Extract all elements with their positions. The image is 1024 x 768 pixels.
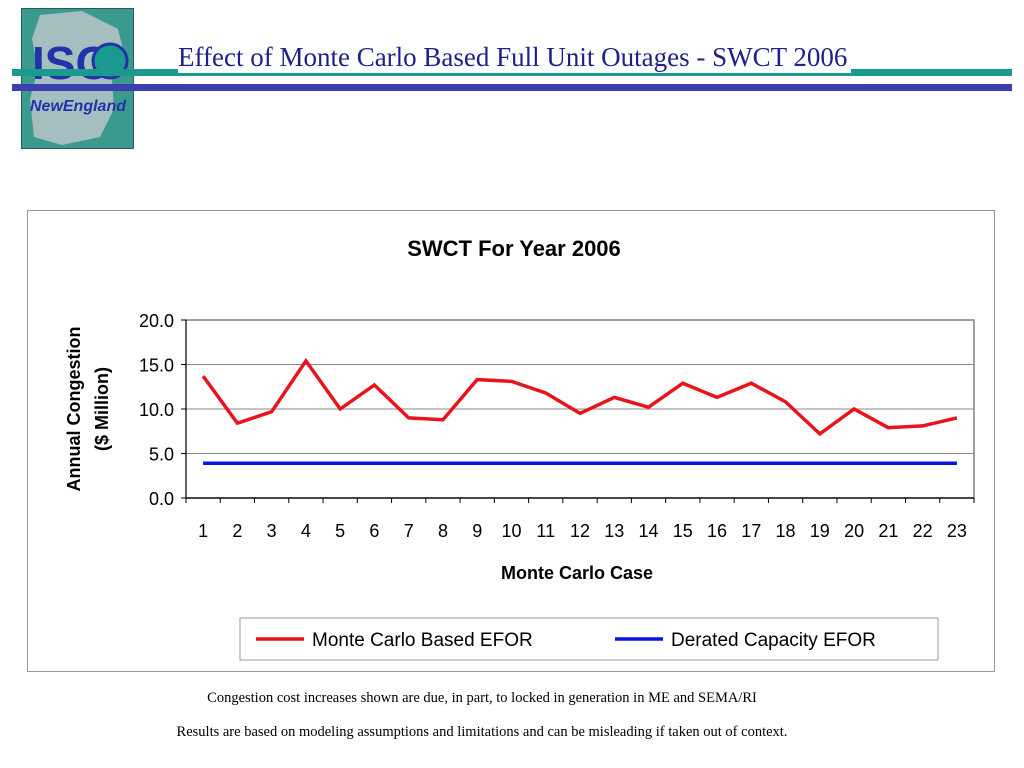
- x-axis-label: Monte Carlo Case: [501, 563, 653, 583]
- x-tick-label: 14: [639, 521, 659, 541]
- y-tick-label: 5.0: [149, 445, 174, 465]
- x-tick-label: 11: [536, 521, 555, 541]
- x-tick-label: 2: [232, 521, 242, 541]
- logo-text-newengland: NewEngland: [30, 98, 127, 115]
- x-tick-label: 23: [947, 521, 967, 541]
- y-tick-label: 0.0: [149, 489, 174, 509]
- chart-frame: SWCT For Year 2006 Annual Congestion ($ …: [27, 210, 995, 672]
- y-axis-label-line1: Annual Congestion: [64, 327, 84, 492]
- x-tick-label: 21: [878, 521, 898, 541]
- note-disclaimer: Results are based on modeling assumption…: [176, 724, 788, 740]
- legend-label: Derated Capacity EFOR: [671, 630, 876, 651]
- x-tick-label: 5: [335, 521, 345, 541]
- header-blue-bar: [12, 84, 1012, 91]
- x-tick-label: 15: [673, 521, 693, 541]
- x-tick-label: 12: [570, 521, 590, 541]
- iso-new-england-logo: ISO NewEngland: [21, 8, 134, 149]
- x-tick-label: 9: [472, 521, 482, 541]
- x-tick-label: 19: [810, 521, 830, 541]
- y-tick-label: 15.0: [139, 356, 174, 376]
- series-line-monte-carlo-based-efor: [201, 357, 958, 437]
- slide-title: Effect of Monte Carlo Based Full Unit Ou…: [178, 42, 852, 73]
- line-chart: SWCT For Year 2006 Annual Congestion ($ …: [64, 236, 975, 661]
- x-tick-label: 3: [267, 521, 277, 541]
- x-tick-label: 16: [707, 521, 727, 541]
- y-axis-label-line2: ($ Million): [92, 367, 112, 451]
- x-tick-label: 13: [604, 521, 624, 541]
- x-tick-label: 20: [844, 521, 864, 541]
- y-tick-label: 20.0: [139, 311, 174, 331]
- chart-title: SWCT For Year 2006: [407, 236, 621, 261]
- x-tick-label: 8: [438, 521, 448, 541]
- x-tick-label: 17: [741, 521, 761, 541]
- x-tick-label: 6: [369, 521, 379, 541]
- note-congestion: Congestion cost increases shown are due,…: [207, 690, 757, 706]
- legend-box: [239, 617, 939, 661]
- x-tick-label: 22: [913, 521, 933, 541]
- x-tick-label: 1: [198, 521, 208, 541]
- x-tick-label: 4: [301, 521, 311, 541]
- y-tick-label: 10.0: [139, 400, 174, 420]
- x-tick-label: 10: [501, 521, 521, 541]
- x-tick-label: 18: [776, 521, 796, 541]
- x-tick-label: 7: [404, 521, 414, 541]
- legend-label: Monte Carlo Based EFOR: [312, 630, 533, 651]
